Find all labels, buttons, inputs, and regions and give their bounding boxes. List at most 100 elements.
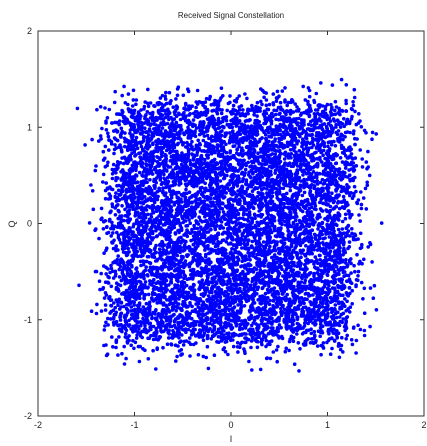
data-point	[351, 176, 355, 181]
data-point	[134, 174, 139, 178]
data-point	[240, 165, 244, 169]
data-point	[264, 136, 268, 141]
data-point	[286, 197, 290, 202]
data-point	[139, 197, 144, 201]
data-point	[123, 207, 127, 212]
data-point	[241, 177, 245, 181]
data-point	[175, 175, 180, 180]
data-point	[231, 103, 236, 108]
data-point	[163, 221, 168, 225]
data-point	[340, 160, 345, 164]
data-point	[188, 221, 192, 225]
data-point	[304, 171, 309, 176]
data-point	[221, 201, 225, 206]
data-point	[197, 141, 202, 146]
data-point	[142, 149, 146, 153]
data-point	[260, 126, 264, 130]
data-point	[278, 159, 283, 164]
data-point	[264, 91, 269, 95]
data-point	[188, 136, 193, 140]
data-point	[269, 143, 273, 148]
data-point	[235, 123, 239, 127]
data-point	[138, 117, 142, 121]
data-point	[213, 98, 217, 103]
data-point	[150, 192, 154, 196]
data-point	[214, 176, 218, 181]
data-point	[141, 201, 146, 206]
data-point	[213, 150, 217, 155]
data-point	[101, 158, 106, 162]
data-point	[140, 123, 144, 128]
data-point	[201, 166, 206, 170]
data-point	[184, 169, 188, 173]
data-point	[307, 94, 312, 99]
data-point	[258, 185, 262, 189]
data-point	[168, 219, 172, 224]
data-point	[140, 187, 145, 192]
data-point	[193, 131, 197, 135]
data-point	[253, 129, 257, 133]
data-point	[190, 215, 194, 220]
data-point	[133, 214, 137, 218]
data-point	[122, 115, 127, 119]
data-point	[248, 145, 252, 150]
data-point	[215, 162, 220, 166]
data-point	[322, 122, 327, 126]
data-point	[312, 164, 317, 169]
data-point	[109, 142, 114, 146]
data-point	[194, 147, 198, 151]
data-point	[325, 183, 330, 187]
data-point	[156, 194, 160, 199]
data-point	[249, 124, 254, 128]
data-point	[113, 120, 117, 125]
data-point	[297, 149, 302, 153]
data-point	[127, 176, 131, 180]
data-point	[183, 195, 188, 200]
data-point	[127, 173, 132, 177]
data-point	[324, 202, 329, 206]
data-point	[166, 107, 170, 112]
data-point	[341, 170, 345, 174]
data-point	[225, 159, 230, 164]
data-point	[191, 173, 196, 177]
data-point	[172, 182, 177, 187]
data-point	[295, 160, 299, 165]
data-point	[171, 105, 175, 109]
data-point	[140, 132, 144, 136]
data-point	[282, 172, 287, 176]
data-point	[94, 164, 98, 168]
data-point	[259, 191, 263, 196]
data-point	[105, 116, 110, 120]
data-point	[316, 156, 321, 161]
data-point	[103, 144, 108, 149]
data-point	[256, 151, 260, 155]
data-point	[255, 114, 259, 118]
data-point	[262, 153, 266, 157]
data-point	[202, 235, 207, 240]
data-point	[186, 147, 191, 151]
data-point	[309, 155, 313, 160]
data-point	[120, 93, 124, 98]
data-point	[158, 173, 163, 177]
data-point	[246, 124, 250, 129]
data-point	[201, 120, 206, 124]
data-point	[195, 88, 200, 93]
data-point	[133, 154, 137, 158]
data-point	[149, 212, 153, 217]
data-point	[285, 119, 289, 124]
data-point	[168, 165, 173, 169]
data-point	[171, 146, 175, 151]
data-point	[119, 145, 123, 150]
data-point	[216, 244, 220, 248]
data-point	[132, 160, 136, 165]
data-point	[124, 178, 128, 183]
data-point	[318, 123, 323, 128]
data-point	[288, 140, 293, 145]
data-point	[238, 158, 243, 163]
data-point	[197, 132, 202, 137]
data-point	[146, 212, 150, 217]
data-point	[185, 234, 190, 239]
data-point	[247, 212, 252, 216]
data-point	[297, 206, 302, 210]
data-point	[305, 149, 310, 154]
